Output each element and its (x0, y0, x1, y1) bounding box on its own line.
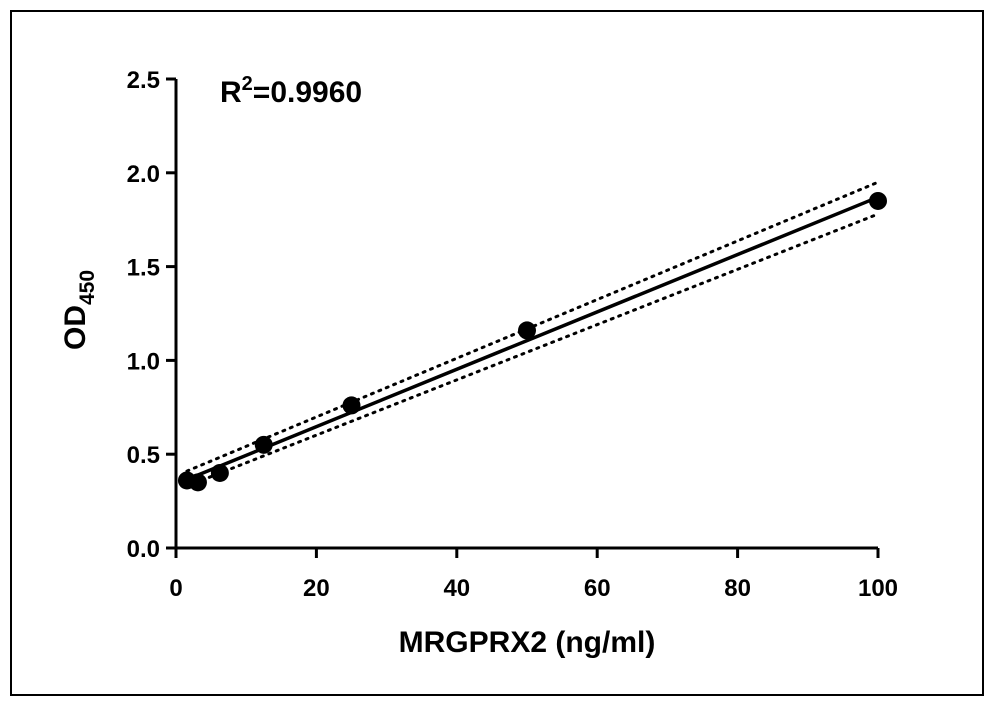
x-axis-title: MRGPRX2 (ng/ml) (399, 626, 656, 659)
y-axis-title-main: OD (59, 305, 92, 350)
r-squared-superscript: 2 (242, 73, 253, 95)
x-ticks: 0 20 40 60 80 100 (169, 548, 898, 602)
data-point (210, 463, 229, 482)
y-axis-title: OD450 (59, 270, 99, 350)
confidence-band-lower (185, 212, 880, 488)
y-tick-label: 0.0 (127, 536, 160, 563)
data-point (188, 473, 207, 492)
x-tick-label: 80 (724, 575, 751, 602)
y-tick-label: 0.5 (127, 442, 160, 469)
data-point (254, 435, 273, 454)
fit-line (186, 195, 879, 482)
y-tick-label: 2.0 (127, 161, 160, 188)
axes (166, 79, 878, 558)
x-tick-label: 20 (303, 575, 330, 602)
data-point (342, 396, 361, 415)
y-ticks: 0.0 0.5 1.0 1.5 2.0 2.5 (127, 67, 176, 563)
data-points (177, 191, 887, 492)
r-squared-value: =0.9960 (253, 76, 362, 109)
data-point (518, 321, 536, 340)
x-tick-label: 40 (443, 575, 470, 602)
data-point (869, 191, 887, 210)
y-axis-title-subscript: 450 (76, 270, 99, 305)
x-tick-label: 60 (584, 575, 611, 602)
y-tick-label: 2.5 (127, 67, 160, 94)
x-tick-label: 100 (858, 575, 898, 602)
r-squared-annotation: R2=0.9960 (220, 73, 362, 109)
figure-frame (10, 10, 984, 696)
y-tick-label: 1.5 (127, 255, 160, 282)
y-tick-label: 1.0 (127, 348, 160, 375)
x-tick-label: 0 (169, 575, 182, 602)
r-squared-base: R (220, 76, 242, 109)
